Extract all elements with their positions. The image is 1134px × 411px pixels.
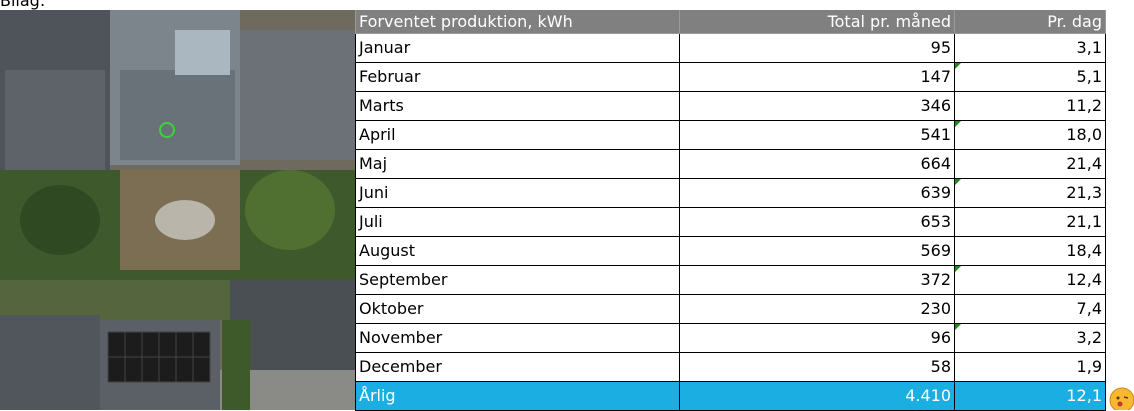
table-cell: November: [355, 324, 680, 353]
table-cell: Årlig: [355, 382, 680, 411]
comment-indicator: [955, 179, 961, 185]
table-cell: 5,1: [955, 63, 1106, 92]
table-cell: 21,1: [955, 208, 1106, 237]
table-cell: Oktober: [355, 295, 680, 324]
table-cell: 664: [680, 150, 955, 179]
table-cell: 3,2: [955, 324, 1106, 353]
table-cell: 653: [680, 208, 955, 237]
table-cell: 639: [680, 179, 955, 208]
table-cell: September: [355, 266, 680, 295]
table-cell: 18,4: [955, 237, 1106, 266]
aerial-photo: [0, 10, 355, 410]
table-cell: 12,1: [955, 382, 1106, 411]
table-cell: 147: [680, 63, 955, 92]
table-cell: 569: [680, 237, 955, 266]
page: Bilag: Forventet produktion, kWhTotal pr…: [0, 0, 1134, 410]
table-cell: 12,4: [955, 266, 1106, 295]
table-cell: 230: [680, 295, 955, 324]
table-cell: 18,0: [955, 121, 1106, 150]
table-cell: 7,4: [955, 295, 1106, 324]
table-cell: Forventet produktion, kWh: [355, 10, 680, 34]
table-cell: 541: [680, 121, 955, 150]
table-cell: Total pr. måned: [680, 10, 955, 34]
table-cell: 346: [680, 92, 955, 121]
table-cell: Maj: [355, 150, 680, 179]
table-cell: Januar: [355, 34, 680, 63]
table-cell: August: [355, 237, 680, 266]
table-cell: 21,3: [955, 179, 1106, 208]
table-cell: 4.410: [680, 382, 955, 411]
caption: Bilag:: [0, 0, 45, 10]
table-cell: Juni: [355, 179, 680, 208]
table-cell: December: [355, 353, 680, 382]
table-cell: 3,1: [955, 34, 1106, 63]
comment-indicator: [955, 266, 961, 272]
table-cell: 21,4: [955, 150, 1106, 179]
comment-indicator: [955, 324, 961, 330]
comment-indicator: [955, 63, 961, 69]
comment-indicator: [955, 121, 961, 127]
table-cell: Marts: [355, 92, 680, 121]
table-cell: Juli: [355, 208, 680, 237]
table-cell: Februar: [355, 63, 680, 92]
table-cell: 95: [680, 34, 955, 63]
table-cell: 372: [680, 266, 955, 295]
table-cell: Pr. dag: [955, 10, 1106, 34]
table-cell: 1,9: [955, 353, 1106, 382]
emoji: [1108, 386, 1134, 410]
table-cell: 96: [680, 324, 955, 353]
table-cell: April: [355, 121, 680, 150]
table-cell: 11,2: [955, 92, 1106, 121]
table-cell: 58: [680, 353, 955, 382]
